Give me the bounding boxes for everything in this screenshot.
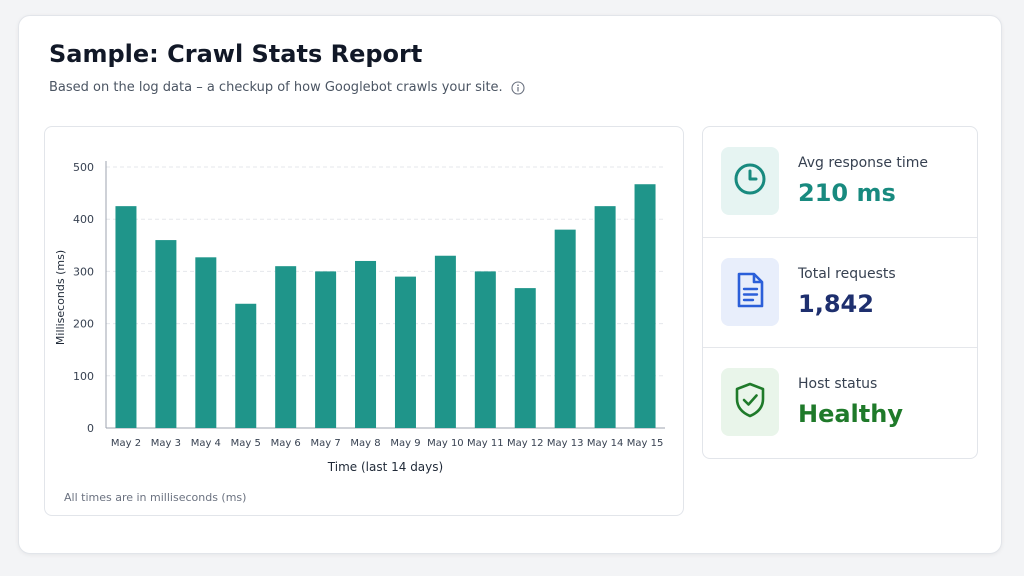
x-tick-label: May 9 xyxy=(390,438,420,449)
x-tick-label: May 13 xyxy=(547,438,584,449)
report-card: Sample: Crawl Stats Report Based on the … xyxy=(18,15,1002,554)
stat-host-status: Host status Healthy xyxy=(703,347,977,457)
bar xyxy=(235,303,257,428)
bar xyxy=(514,288,536,428)
x-tick-label: May 3 xyxy=(151,438,181,449)
document-icon xyxy=(733,271,767,313)
x-tick-label: May 6 xyxy=(271,438,301,449)
x-tick-label: May 11 xyxy=(467,438,504,449)
bar xyxy=(634,184,656,428)
stat-label: Avg response time xyxy=(798,155,929,171)
bar xyxy=(195,257,217,428)
y-tick-label: 300 xyxy=(73,265,94,278)
stat-label: Total requests xyxy=(798,266,896,282)
x-tick-label: May 8 xyxy=(350,438,380,449)
stat-icon-box xyxy=(721,368,779,436)
x-tick-label: May 4 xyxy=(191,438,221,449)
info-icon[interactable] xyxy=(511,80,525,95)
y-tick-label: 200 xyxy=(73,318,94,331)
y-tick-label: 500 xyxy=(73,161,94,174)
stat-icon-box xyxy=(721,258,779,326)
bar-chart: 0 100 200 300 400 500 May 2 May 3 May 4 May 5 May … xyxy=(54,161,665,474)
page-title: Sample: Crawl Stats Report xyxy=(49,40,423,68)
bar xyxy=(554,229,576,428)
bar xyxy=(155,240,177,428)
bar xyxy=(355,260,377,428)
bar xyxy=(474,271,496,428)
stat-value: 210 ms xyxy=(798,179,896,207)
y-tick-label: 400 xyxy=(73,213,94,226)
x-tick-label: May 10 xyxy=(427,438,464,449)
y-axis-title: Milliseconds (ms) xyxy=(54,250,67,345)
stat-value: Healthy xyxy=(798,400,903,428)
bar xyxy=(315,271,337,428)
stats-panel: Avg response time 210 ms Total requests … xyxy=(702,126,978,459)
bar xyxy=(594,206,616,428)
x-tick-label: May 7 xyxy=(310,438,340,449)
stat-label: Host status xyxy=(798,376,878,392)
y-tick-label: 0 xyxy=(87,422,94,435)
page-subtitle: Based on the log data – a checkup of how… xyxy=(49,80,525,95)
stat-value: 1,842 xyxy=(798,290,874,318)
x-tick-label: May 14 xyxy=(587,438,624,449)
shield-check-icon xyxy=(733,381,767,423)
x-tick-label: May 5 xyxy=(231,438,261,449)
x-tick-label: May 2 xyxy=(111,438,141,449)
clock-icon xyxy=(732,161,768,201)
subtitle-text: Based on the log data – a checkup of how… xyxy=(49,80,503,95)
x-axis-title: Time (last 14 days) xyxy=(327,460,443,474)
chart-panel: 0 100 200 300 400 500 May 2 May 3 May 4 May 5 May … xyxy=(44,126,684,516)
bar xyxy=(434,255,456,428)
x-tick-label: May 12 xyxy=(507,438,544,449)
bar xyxy=(115,206,137,428)
x-tick-label: May 15 xyxy=(627,438,664,449)
stat-avg-response-time: Avg response time 210 ms xyxy=(703,127,977,237)
stat-icon-box xyxy=(721,147,779,215)
stat-total-requests: Total requests 1,842 xyxy=(703,237,977,347)
bar xyxy=(275,266,297,428)
y-tick-label: 100 xyxy=(73,370,94,383)
bar xyxy=(394,276,416,428)
chart-footnote: All times are in milliseconds (ms) xyxy=(64,491,247,504)
